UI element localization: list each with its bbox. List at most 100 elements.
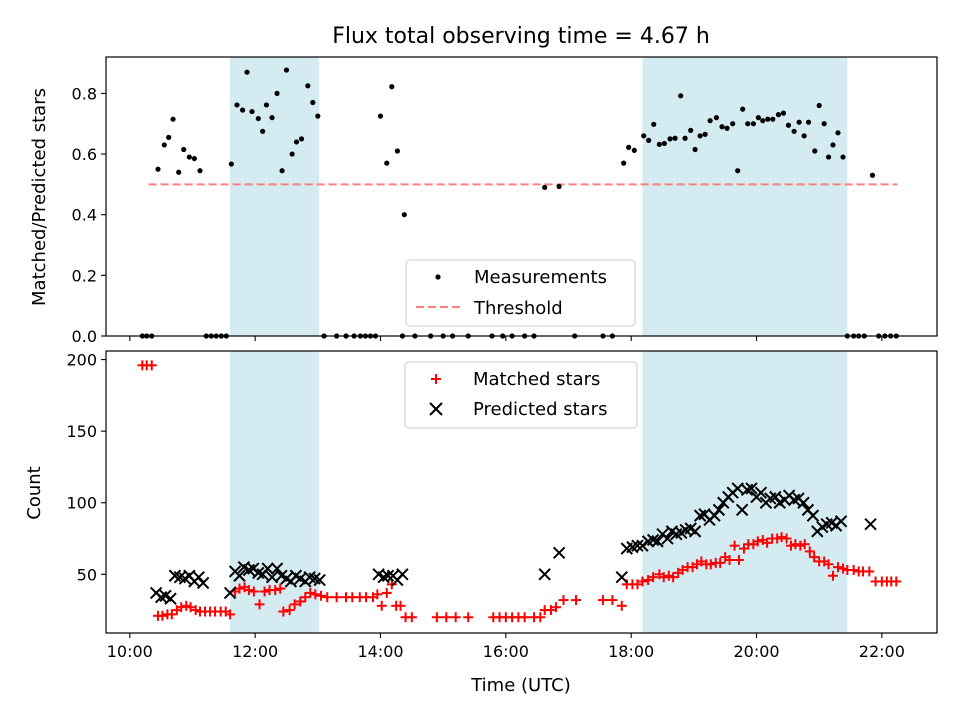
matched-stars-point xyxy=(372,589,383,600)
legend-matched-marker xyxy=(431,374,441,384)
measurement-point xyxy=(298,136,305,142)
chart-title: Flux total observing time = 4.67 h xyxy=(332,24,710,49)
measurement-point xyxy=(240,107,246,113)
predicted-stars-point xyxy=(252,566,265,580)
measurement-point xyxy=(310,99,316,106)
legend-predicted-marker xyxy=(429,402,443,416)
measurement-point xyxy=(801,133,807,139)
measurement-point xyxy=(641,133,647,139)
matched-stars-point xyxy=(275,583,286,594)
predicted-stars-point xyxy=(552,546,566,560)
measurement-point xyxy=(293,139,300,145)
measurement-point xyxy=(869,172,876,178)
matched-stars-point xyxy=(406,612,417,623)
measurement-point xyxy=(176,169,182,175)
matched-stars-point xyxy=(300,592,311,603)
predicted-stars-point xyxy=(693,509,707,522)
measurement-point xyxy=(755,115,761,121)
measurement-point xyxy=(719,124,725,130)
measurement-point xyxy=(775,112,782,118)
predicted-stars-point xyxy=(223,586,237,600)
matched-stars-point xyxy=(331,592,342,603)
matched-stars-point xyxy=(289,599,300,610)
matched-stars-point xyxy=(431,612,442,623)
predicted-stars-point xyxy=(270,562,284,575)
top-axes: 0.00.20.40.60.8 Matched/Predicted stars … xyxy=(29,56,938,346)
bottom-axes: 50 100 150 200 10:00 12:00 14:00 16:00 18:00 20:… xyxy=(24,350,938,696)
matched-stars-point xyxy=(891,576,902,587)
matched-stars-point xyxy=(535,612,546,623)
measurement-point xyxy=(702,131,708,137)
predicted-stars-point xyxy=(396,568,409,581)
matched-stars-point xyxy=(705,559,716,570)
measurement-point xyxy=(249,108,255,115)
measurement-point xyxy=(234,102,240,108)
measurement-point xyxy=(830,142,836,148)
y-tick-label: 0.6 xyxy=(72,145,97,164)
predicted-stars-point xyxy=(754,486,768,499)
predicted-stars-point xyxy=(787,493,801,507)
matched-stars-point xyxy=(234,583,245,594)
matched-stars-point xyxy=(823,559,834,570)
measurement-point xyxy=(621,160,627,166)
x-tick-label: 10:00 xyxy=(107,642,153,661)
matched-stars-point xyxy=(248,586,259,597)
top-series-layer xyxy=(139,67,899,339)
measurement-point xyxy=(840,154,846,160)
measurement-point xyxy=(260,128,266,134)
y-tick-label: 0.4 xyxy=(72,206,97,225)
matched-stars-point xyxy=(176,602,187,613)
matched-stars-point xyxy=(643,575,654,586)
measurement-point xyxy=(155,166,161,172)
matched-stars-point xyxy=(315,590,326,601)
measurement-point xyxy=(825,154,832,160)
predicted-stars-point xyxy=(712,503,726,517)
predicted-stars-point xyxy=(261,562,274,575)
bottom-axes-frame xyxy=(105,350,938,634)
top-legend-box xyxy=(405,259,636,327)
matched-stars-point xyxy=(637,576,648,587)
matched-stars-point xyxy=(259,586,270,597)
measurement-point xyxy=(760,118,766,124)
measurement-point xyxy=(197,168,203,174)
measurement-point xyxy=(667,136,673,142)
measurement-point xyxy=(186,154,192,160)
matched-stars-point xyxy=(696,556,707,567)
predicted-stars-point xyxy=(646,533,660,547)
measurement-point xyxy=(791,128,797,134)
top-shaded-spans xyxy=(230,57,848,336)
measurement-point xyxy=(170,116,176,122)
predicted-stars-point xyxy=(864,518,877,531)
measurement-point xyxy=(181,146,187,153)
predicted-stars-point xyxy=(242,563,256,577)
measurement-point xyxy=(244,69,250,75)
bottom-y-ticks: 50 100 150 200 xyxy=(66,351,106,584)
measurement-point xyxy=(724,125,730,131)
matched-stars-point xyxy=(278,606,289,617)
x-tick-label: 12:00 xyxy=(232,642,278,661)
matched-stars-point xyxy=(785,540,796,551)
legend-predicted-label: Predicted stars xyxy=(473,399,607,420)
x-tick-label: 20:00 xyxy=(733,642,779,661)
x-axis-label: Time (UTC) xyxy=(470,675,571,696)
measurement-point xyxy=(279,168,285,174)
matched-stars-point xyxy=(790,539,801,550)
matched-stars-point xyxy=(166,609,177,620)
matched-stars-point xyxy=(545,605,556,616)
matched-stars-point xyxy=(376,600,387,611)
measurement-point xyxy=(305,83,311,89)
predicted-stars-point xyxy=(651,535,664,548)
measurement-point xyxy=(682,135,688,141)
matched-stars-point xyxy=(616,600,627,611)
measurement-point xyxy=(750,121,756,127)
matched-stars-point xyxy=(668,572,679,583)
matched-stars-point xyxy=(776,532,787,543)
measurement-point xyxy=(228,161,234,167)
shaded-span-2 xyxy=(642,57,848,336)
y-tick-label: 100 xyxy=(66,494,97,513)
measurement-point xyxy=(835,130,841,136)
matched-stars-point xyxy=(799,539,810,550)
matched-stars-point xyxy=(463,612,474,623)
matched-stars-point xyxy=(310,589,321,600)
